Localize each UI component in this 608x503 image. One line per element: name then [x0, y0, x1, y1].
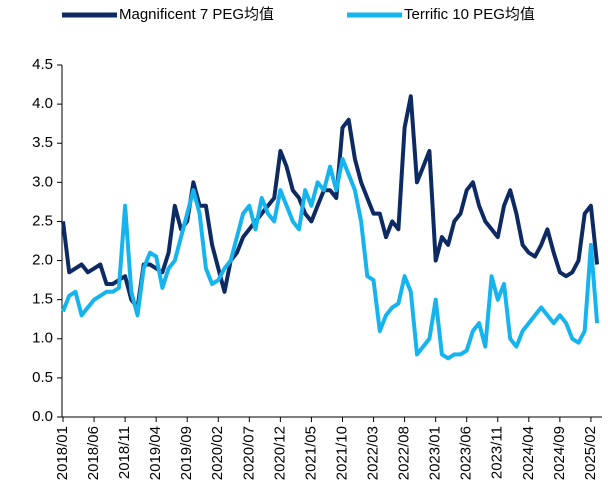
x-tick-label: 2021/10: [333, 426, 350, 480]
x-tick-label: 2023/01: [427, 426, 444, 480]
x-tick-label: 2024/04: [520, 426, 537, 480]
x-tick-label: 2025/02: [582, 426, 599, 480]
series-line: [61, 156, 600, 361]
x-tick-label: 2020/12: [271, 426, 288, 480]
x-tick-label: 2023/06: [458, 426, 475, 480]
y-tick-label: 3.5: [32, 134, 53, 151]
x-tick-label: 2020/02: [209, 426, 226, 480]
y-tick-label: 3.0: [32, 173, 53, 190]
legend-label: Magnificent 7 PEG均值: [119, 6, 274, 23]
legend-label: Terrific 10 PEG均值: [404, 6, 535, 23]
x-tick-label: 2021/05: [302, 426, 319, 480]
y-tick-label: 2.0: [32, 252, 53, 269]
y-tick-label: 0.0: [32, 408, 53, 425]
x-tick-label: 2020/07: [240, 426, 257, 480]
x-tick-label: 2019/04: [147, 426, 164, 480]
x-tick-label: 2024/09: [551, 426, 568, 480]
series-line: [61, 94, 600, 310]
y-tick-label: 1.5: [32, 291, 53, 308]
y-tick-label: 1.0: [32, 330, 53, 347]
x-tick-label: 2022/03: [365, 426, 382, 480]
x-tick-label: 2022/08: [396, 426, 413, 480]
y-tick-label: 0.5: [32, 369, 53, 386]
x-tick-label: 2019/09: [178, 426, 195, 480]
x-tick-label: 2023/11: [489, 426, 506, 479]
y-tick-label: 4.0: [32, 95, 53, 112]
y-tick-label: 4.5: [32, 56, 53, 73]
y-tick-label: 2.5: [32, 212, 53, 229]
x-tick-label: 2018/11: [116, 426, 133, 479]
x-tick-label: 2018/01: [54, 426, 71, 480]
x-tick-label: 2018/06: [85, 426, 102, 480]
